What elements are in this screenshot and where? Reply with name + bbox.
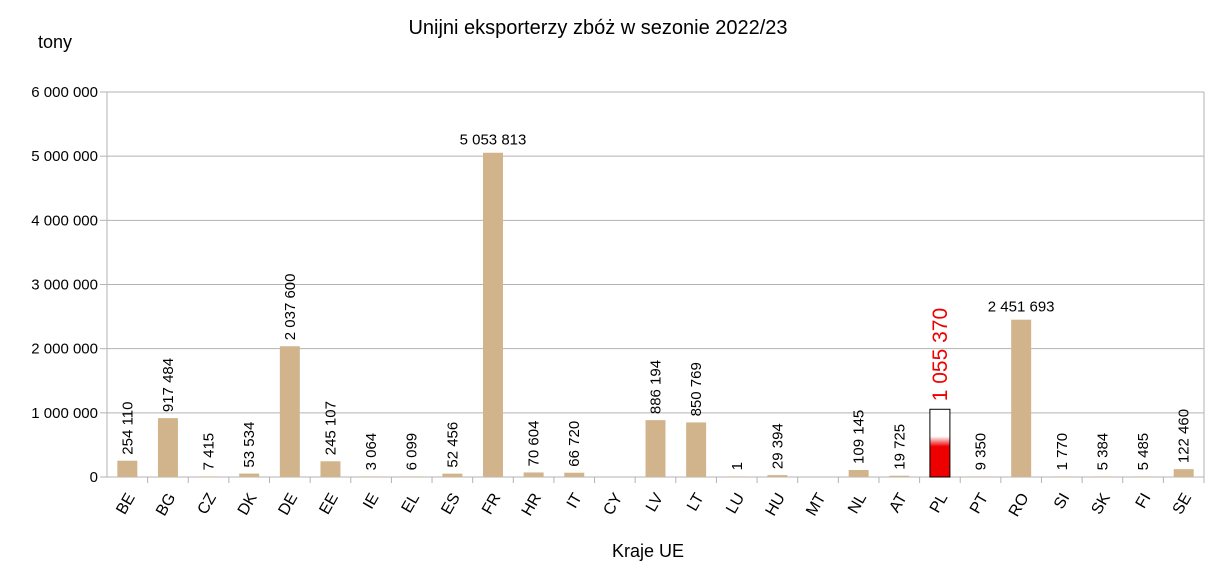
- data-label-cz: 7 415: [201, 433, 218, 471]
- data-label-es: 52 456: [444, 422, 461, 468]
- x-tick-label-es: ES: [438, 491, 463, 518]
- bar-cz: [198, 476, 219, 477]
- data-label-el: 6 099: [404, 433, 421, 471]
- data-labels: 254 110 917 484 7 415 53 534 2 037 600 245 10…: [119, 132, 1192, 471]
- data-label-bg: 917 484: [160, 358, 177, 412]
- data-label-at: 19 725: [891, 424, 908, 470]
- data-label-fi: 5 485: [1135, 433, 1152, 471]
- data-label-it: 66 720: [566, 421, 583, 467]
- bar-ro: [1011, 319, 1032, 477]
- bar-de: [279, 346, 300, 477]
- x-axis-categories: BE BG CZ DK DE EE IE EL ES FR HR IT CY LV LT LU HU MT NL AT…: [113, 490, 1195, 520]
- y-tick-label: 5 000 000: [31, 148, 98, 165]
- bar-dk: [239, 473, 260, 477]
- chart-title: Unijni eksporterzy zbóż w sezonie 2022/2…: [408, 17, 787, 39]
- x-tick-label-cy: CY: [600, 490, 626, 518]
- bar-ee: [320, 461, 341, 477]
- data-label-de: 2 037 600: [282, 274, 299, 341]
- data-label-lu: 1: [729, 462, 746, 470]
- x-tick-label-at: AT: [886, 490, 910, 515]
- data-label-sk: 5 384: [1094, 433, 1111, 471]
- bar-bg: [157, 418, 178, 477]
- x-tick-label-ro: RO: [1006, 491, 1033, 520]
- bar-se: [1173, 469, 1194, 477]
- x-tick-label-cz: CZ: [195, 490, 220, 517]
- bar-pt: [970, 476, 991, 477]
- data-label-ro: 2 451 693: [988, 299, 1055, 316]
- bar-pl: [929, 408, 951, 478]
- y-tick-label: 6 000 000: [31, 84, 98, 101]
- y-tick-label: 1 000 000: [31, 405, 98, 422]
- data-label-se: 122 460: [1176, 409, 1193, 463]
- x-tick-label-dk: DK: [235, 490, 261, 518]
- bar-nl: [848, 469, 869, 477]
- bar-ie: [361, 476, 382, 477]
- bar-lv: [645, 420, 666, 477]
- bar-lu: [726, 476, 747, 477]
- bars: [117, 152, 1194, 478]
- data-label-lv: 886 194: [648, 360, 665, 414]
- x-tick-label-lu: LU: [723, 491, 748, 517]
- data-label-hr: 70 604: [526, 421, 543, 467]
- data-label-be: 254 110: [119, 402, 136, 455]
- x-tick-label-pt: PT: [967, 490, 992, 516]
- data-label-dk: 53 534: [241, 422, 258, 468]
- bar-it: [564, 472, 585, 477]
- data-label-nl: 109 145: [851, 410, 868, 464]
- data-label-pl: 1 055 370: [929, 308, 952, 401]
- data-label-lt: 850 769: [688, 362, 705, 416]
- bar-si: [1051, 476, 1072, 477]
- x-tick-label-ee: EE: [317, 491, 342, 518]
- x-tick-label-it: IT: [564, 490, 586, 511]
- bar-fr: [482, 152, 503, 477]
- x-tick-label-fi: FI: [1133, 491, 1155, 512]
- bar-lt: [686, 422, 707, 477]
- x-tick-label-ie: IE: [360, 491, 382, 513]
- bar-hu: [767, 475, 788, 477]
- y-tick-label: 3 000 000: [31, 277, 98, 294]
- bar-es: [442, 473, 463, 477]
- data-label-fr: 5 053 813: [460, 132, 527, 149]
- x-tick-label-sk: SK: [1088, 490, 1114, 517]
- bar-be: [117, 460, 138, 477]
- data-label-si: 1 770: [1054, 433, 1071, 471]
- data-label-ee: 245 107: [322, 401, 339, 455]
- y-axis-ticks: 0 1 000 000 2 000 000 3 000 000 4 000 000 5 0…: [31, 84, 98, 486]
- x-tick-label-mt: MT: [803, 490, 829, 519]
- y-axis-title: tony: [38, 32, 72, 52]
- x-tick-label-el: EL: [399, 490, 424, 516]
- bar-at: [889, 475, 910, 477]
- y-tick-label: 2 000 000: [31, 341, 98, 358]
- x-tick-label-lv: LV: [643, 490, 667, 515]
- x-tick-label-se: SE: [1170, 491, 1195, 518]
- x-tick-label-bg: BG: [153, 491, 179, 520]
- x-tick-label-hr: HR: [519, 491, 545, 520]
- x-tick-label-hu: HU: [763, 491, 789, 520]
- data-label-pt: 9 350: [973, 433, 990, 471]
- bar-fi: [1133, 476, 1154, 477]
- x-tick-label-pl: PL: [927, 490, 952, 516]
- x-tick-label-nl: NL: [845, 490, 870, 516]
- data-label-ie: 3 064: [363, 433, 380, 471]
- bar-sk: [1092, 476, 1113, 477]
- data-label-hu: 29 394: [769, 423, 786, 469]
- x-tick-label-lt: LT: [684, 490, 708, 514]
- y-tick-label: 0: [90, 469, 98, 486]
- bar-el: [401, 476, 422, 477]
- x-tick-label-de: DE: [275, 491, 301, 519]
- x-axis-title: Kraje UE: [612, 541, 684, 561]
- x-tick-label-fr: FR: [479, 491, 504, 518]
- x-tick-label-si: SI: [1051, 491, 1073, 513]
- x-tick-label-be: BE: [113, 491, 138, 518]
- bar-hr: [523, 472, 544, 477]
- y-tick-label: 4 000 000: [31, 212, 98, 229]
